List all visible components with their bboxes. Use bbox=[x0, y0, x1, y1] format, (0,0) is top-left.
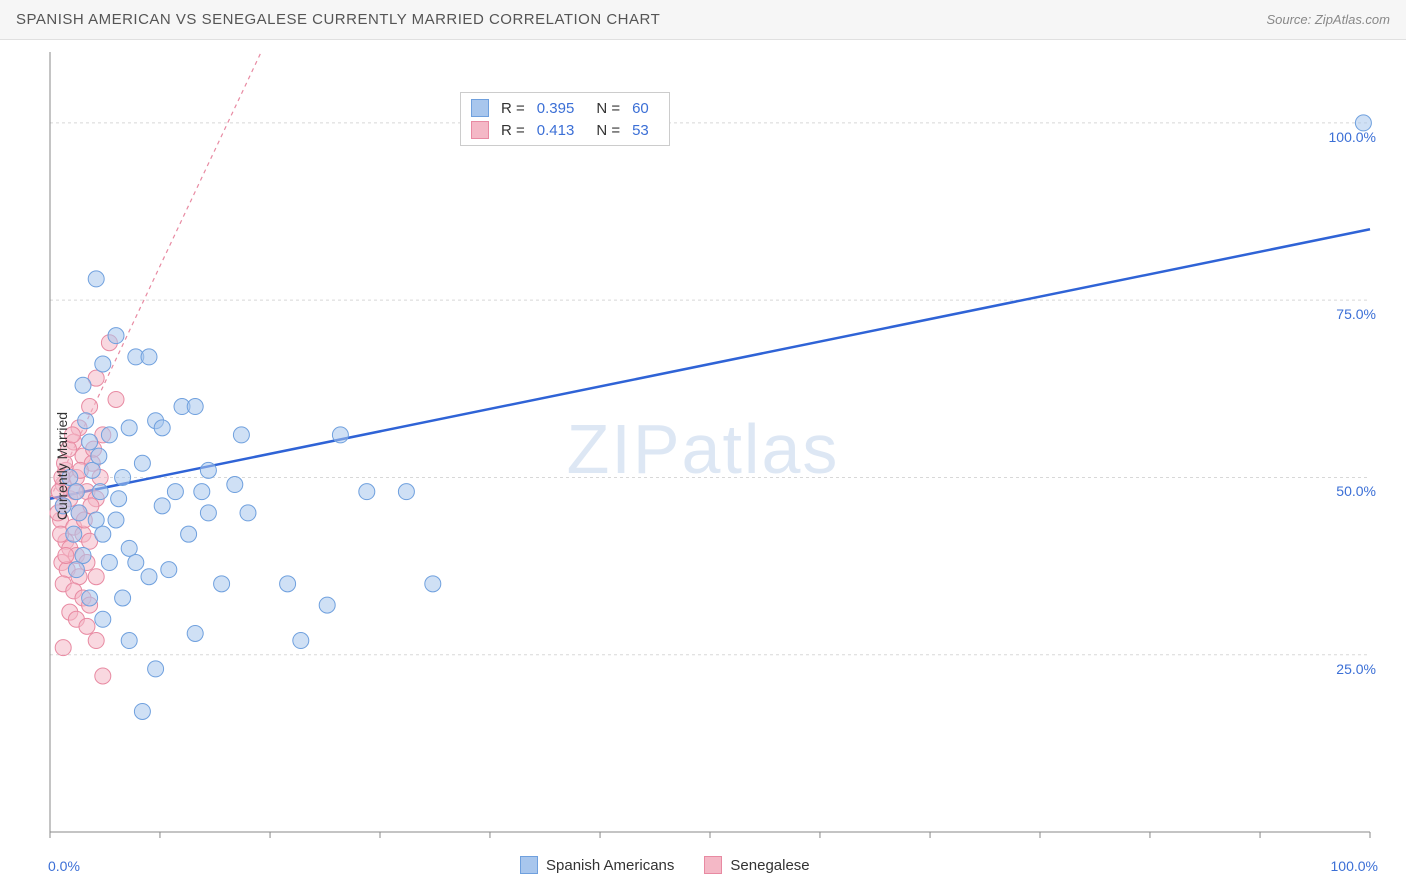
legend-swatch bbox=[471, 99, 489, 117]
data-point bbox=[95, 668, 111, 684]
data-point bbox=[108, 391, 124, 407]
data-point bbox=[332, 427, 348, 443]
data-point bbox=[108, 512, 124, 528]
data-point bbox=[95, 356, 111, 372]
legend-stat-row: R = 0.413 N = 53 bbox=[471, 119, 659, 141]
data-point bbox=[88, 512, 104, 528]
source-label: Source: ZipAtlas.com bbox=[1266, 12, 1390, 27]
legend-series: Spanish Americans Senegalese bbox=[520, 856, 810, 874]
data-point bbox=[167, 484, 183, 500]
legend-label: Senegalese bbox=[730, 857, 809, 874]
n-value: 60 bbox=[632, 100, 649, 117]
data-point bbox=[161, 562, 177, 578]
data-point bbox=[95, 526, 111, 542]
n-value: 53 bbox=[632, 122, 649, 139]
x-axis-min-label: 0.0% bbox=[48, 858, 80, 874]
data-point bbox=[78, 413, 94, 429]
legend-swatch bbox=[704, 856, 722, 874]
legend-item: Spanish Americans bbox=[520, 856, 674, 874]
chart-area: Currently Married ZIPatlas R =0.395N =60… bbox=[0, 40, 1406, 892]
data-point bbox=[55, 640, 71, 656]
data-point bbox=[79, 618, 95, 634]
data-point bbox=[101, 427, 117, 443]
n-label: N = bbox=[596, 122, 620, 139]
data-point bbox=[101, 555, 117, 571]
data-point bbox=[359, 484, 375, 500]
scatter-plot bbox=[0, 40, 1406, 892]
data-point bbox=[91, 448, 107, 464]
data-point bbox=[58, 547, 74, 563]
data-point bbox=[154, 420, 170, 436]
y-tick-label: 75.0% bbox=[1336, 306, 1376, 322]
data-point bbox=[95, 611, 111, 627]
y-tick-label: 50.0% bbox=[1336, 483, 1376, 499]
data-point bbox=[121, 540, 137, 556]
trend-line bbox=[50, 229, 1370, 498]
title-bar: SPANISH AMERICAN VS SENEGALESE CURRENTLY… bbox=[0, 0, 1406, 40]
data-point bbox=[128, 555, 144, 571]
data-point bbox=[75, 377, 91, 393]
data-point bbox=[293, 633, 309, 649]
data-point bbox=[227, 477, 243, 493]
data-point bbox=[115, 590, 131, 606]
legend-swatch bbox=[520, 856, 538, 874]
legend-label: Spanish Americans bbox=[546, 857, 674, 874]
chart-title: SPANISH AMERICAN VS SENEGALESE CURRENTLY… bbox=[16, 11, 660, 28]
data-point bbox=[187, 625, 203, 641]
legend-item: Senegalese bbox=[704, 856, 809, 874]
chart-container: SPANISH AMERICAN VS SENEGALESE CURRENTLY… bbox=[0, 0, 1406, 892]
y-tick-label: 25.0% bbox=[1336, 661, 1376, 677]
data-point bbox=[82, 434, 98, 450]
data-point bbox=[84, 462, 100, 478]
data-point bbox=[240, 505, 256, 521]
data-point bbox=[200, 505, 216, 521]
data-point bbox=[141, 349, 157, 365]
data-point bbox=[75, 547, 91, 563]
data-point bbox=[398, 484, 414, 500]
data-point bbox=[280, 576, 296, 592]
data-point bbox=[194, 484, 210, 500]
data-point bbox=[121, 420, 137, 436]
data-point bbox=[66, 526, 82, 542]
data-point bbox=[121, 633, 137, 649]
n-label: N = bbox=[596, 100, 620, 117]
data-point bbox=[154, 498, 170, 514]
data-point bbox=[88, 633, 104, 649]
data-point bbox=[115, 469, 131, 485]
data-point bbox=[71, 505, 87, 521]
data-point bbox=[200, 462, 216, 478]
data-point bbox=[82, 590, 98, 606]
data-point bbox=[88, 271, 104, 287]
data-point bbox=[134, 703, 150, 719]
data-point bbox=[68, 484, 84, 500]
y-tick-label: 100.0% bbox=[1329, 129, 1376, 145]
data-point bbox=[134, 455, 150, 471]
x-axis-max-label: 100.0% bbox=[1331, 858, 1378, 874]
data-point bbox=[233, 427, 249, 443]
data-point bbox=[148, 661, 164, 677]
data-point bbox=[68, 562, 84, 578]
r-value: 0.395 bbox=[537, 100, 575, 117]
data-point bbox=[88, 569, 104, 585]
data-point bbox=[425, 576, 441, 592]
data-point bbox=[214, 576, 230, 592]
legend-swatch bbox=[471, 121, 489, 139]
r-value: 0.413 bbox=[537, 122, 575, 139]
data-point bbox=[319, 597, 335, 613]
data-point bbox=[141, 569, 157, 585]
legend-stat-row: R = 0.395 N = 60 bbox=[471, 97, 659, 119]
data-point bbox=[181, 526, 197, 542]
data-point bbox=[108, 328, 124, 344]
data-point bbox=[187, 399, 203, 415]
data-point bbox=[92, 484, 108, 500]
y-axis-label: Currently Married bbox=[54, 412, 70, 520]
legend-stats: R = 0.395 N = 60 R = 0.413 N = 53 bbox=[460, 92, 670, 146]
data-point bbox=[82, 399, 98, 415]
r-label: R = bbox=[501, 122, 525, 139]
data-point bbox=[111, 491, 127, 507]
r-label: R = bbox=[501, 100, 525, 117]
